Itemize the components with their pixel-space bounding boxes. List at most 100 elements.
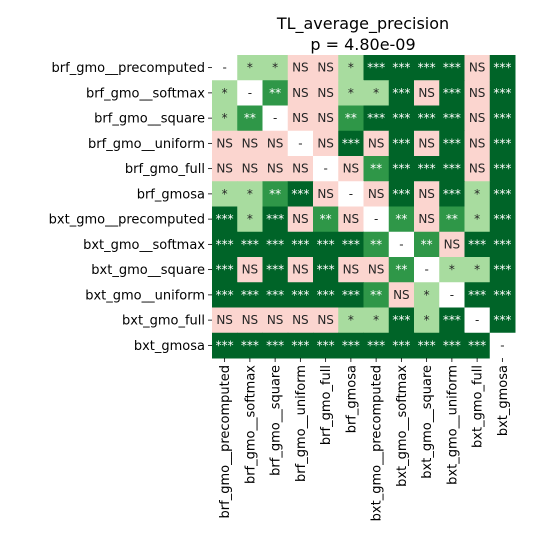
heatmap-cell bbox=[363, 257, 390, 283]
cell-annotation: * bbox=[373, 313, 379, 327]
column-label: brf_gmo_full bbox=[319, 365, 334, 445]
cell-annotation: NS bbox=[317, 86, 334, 100]
heatmap-cell bbox=[338, 206, 364, 233]
heatmap-cell bbox=[313, 156, 339, 182]
heatmap-cell bbox=[439, 181, 465, 207]
column-label: brf_gmo__precomputed bbox=[218, 365, 233, 518]
cell-annotation: *** bbox=[443, 86, 461, 100]
heatmap-cell bbox=[313, 181, 339, 207]
cell-annotation: NS bbox=[368, 136, 385, 150]
heatmap-cell bbox=[439, 206, 465, 233]
cell-annotation: *** bbox=[493, 187, 511, 201]
cell-annotation: ** bbox=[370, 288, 382, 302]
heatmap-cell bbox=[363, 156, 390, 182]
cell-annotation: *** bbox=[418, 162, 436, 176]
heatmap-cell bbox=[489, 231, 516, 258]
cell-annotation: *** bbox=[291, 237, 309, 251]
heatmap-cell bbox=[414, 105, 440, 132]
column-label: brf_gmosa bbox=[344, 365, 359, 433]
cell-annotation: ** bbox=[370, 237, 382, 251]
cell-annotation: NS bbox=[216, 313, 233, 327]
cell-annotation: - bbox=[298, 136, 302, 150]
heatmap-cell bbox=[212, 206, 238, 233]
cell-annotation: *** bbox=[367, 338, 385, 352]
heatmap-cell bbox=[363, 206, 390, 233]
heatmap-cell bbox=[464, 181, 491, 207]
cell-annotation: * bbox=[247, 61, 253, 75]
heatmap-cell bbox=[262, 257, 289, 283]
cell-annotation: *** bbox=[342, 288, 360, 302]
heatmap-cell bbox=[439, 130, 465, 157]
cell-annotation: NS bbox=[368, 263, 385, 277]
heatmap-cell bbox=[313, 206, 339, 233]
heatmap-cell bbox=[388, 130, 415, 157]
heatmap-cell bbox=[338, 307, 364, 334]
cell-annotation: NS bbox=[267, 313, 284, 327]
heatmap-cell bbox=[489, 257, 516, 283]
cell-annotation: *** bbox=[418, 338, 436, 352]
cell-annotation: *** bbox=[443, 313, 461, 327]
heatmap-cell bbox=[439, 257, 465, 283]
heatmap-cell bbox=[414, 156, 440, 182]
heatmap-cell bbox=[212, 332, 238, 359]
heatmap-cell bbox=[212, 282, 238, 308]
cell-annotation: NS bbox=[292, 111, 309, 125]
heatmap-cell bbox=[212, 257, 238, 283]
heatmap-cell bbox=[212, 307, 238, 334]
heatmap-cell bbox=[489, 282, 516, 308]
cell-annotation: *** bbox=[241, 338, 259, 352]
heatmap-cell bbox=[287, 156, 314, 182]
cell-annotation: NS bbox=[292, 61, 309, 75]
cell-annotation: *** bbox=[342, 237, 360, 251]
heatmap-cell bbox=[489, 181, 516, 207]
cell-annotation: * bbox=[348, 61, 354, 75]
heatmap-cell bbox=[262, 156, 289, 182]
heatmap-cell bbox=[287, 282, 314, 308]
heatmap-cell bbox=[414, 55, 440, 81]
cell-annotation: NS bbox=[418, 187, 435, 201]
heatmap-cell bbox=[212, 181, 238, 207]
cell-annotation: *** bbox=[493, 237, 511, 251]
cell-annotation: NS bbox=[267, 136, 284, 150]
cell-annotation: *** bbox=[493, 288, 511, 302]
cell-annotation: *** bbox=[342, 136, 360, 150]
row-label: brf_gmosa bbox=[137, 187, 205, 202]
cell-annotation: - bbox=[424, 263, 428, 277]
heatmap-cell bbox=[439, 55, 465, 81]
heatmap-cell bbox=[237, 181, 263, 207]
cell-annotation: * bbox=[272, 61, 278, 75]
row-label: bxt_gmosa bbox=[134, 339, 205, 354]
cell-annotation: NS bbox=[469, 61, 486, 75]
heatmap-cell bbox=[313, 307, 339, 334]
cell-annotation: NS bbox=[469, 111, 486, 125]
heatmap-cell bbox=[338, 257, 364, 283]
heatmap-cell bbox=[212, 130, 238, 157]
heatmap-cell bbox=[338, 231, 364, 258]
heatmap-cell bbox=[313, 332, 339, 359]
cell-annotation: *** bbox=[493, 313, 511, 327]
heatmap-cell bbox=[464, 105, 491, 132]
cell-annotation: NS bbox=[343, 263, 360, 277]
column-label: bxt_gmo__uniform bbox=[445, 365, 460, 485]
heatmap-cell bbox=[363, 231, 390, 258]
cell-annotation: - bbox=[222, 61, 226, 75]
cell-annotation: * bbox=[348, 313, 354, 327]
chart-subtitle: p = 4.80e-09 bbox=[310, 35, 415, 54]
heatmap-cell bbox=[212, 231, 238, 258]
column-label: brf_gmo__softmax bbox=[243, 365, 258, 484]
cell-annotation: NS bbox=[317, 187, 334, 201]
heatmap-cell bbox=[287, 332, 314, 359]
heatmap-cell bbox=[414, 257, 440, 283]
cell-annotation: - bbox=[399, 237, 403, 251]
row-label: brf_gmo__precomputed bbox=[52, 61, 205, 76]
heatmap-cell bbox=[363, 282, 390, 308]
heatmap-cell bbox=[464, 80, 491, 106]
row-labels: brf_gmo__precomputed brf_gmo__softmax brf_… bbox=[49, 61, 212, 354]
heatmap-cell bbox=[262, 282, 289, 308]
heatmap-cell bbox=[338, 181, 364, 207]
cell-annotation: NS bbox=[242, 263, 259, 277]
cell-annotation: ** bbox=[395, 212, 407, 226]
row-label: bxt_gmo__precomputed bbox=[49, 213, 205, 228]
heatmap-cell bbox=[388, 231, 415, 258]
